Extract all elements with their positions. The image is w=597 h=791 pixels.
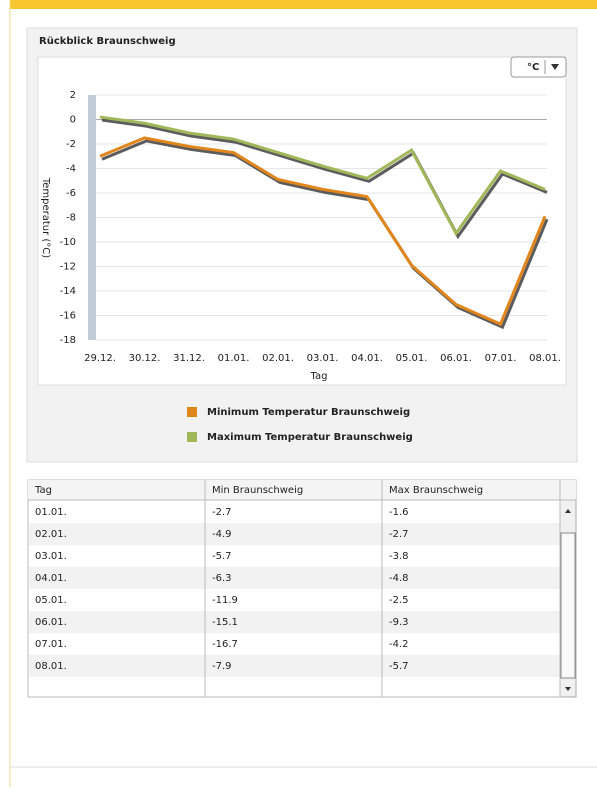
y-tick-label: -2 (66, 139, 76, 150)
table-cell: -4.9 (212, 529, 232, 540)
unit-dropdown[interactable] (510, 56, 567, 78)
table-cell: 06.01. (35, 617, 67, 628)
table-cell: -6.3 (212, 573, 232, 584)
y-tick-label: 2 (70, 90, 76, 101)
x-axis-label: Tag (310, 371, 328, 382)
row-stripe (29, 611, 560, 633)
table-cell: 03.01. (35, 551, 67, 562)
y-tick-label: 0 (70, 115, 76, 126)
dropdown-arrow (551, 64, 559, 70)
y-tick-label: -14 (60, 286, 76, 297)
y-tick-label: -10 (60, 237, 76, 248)
x-tick-label: 05.01. (396, 353, 428, 364)
table-cell: -4.8 (389, 573, 409, 584)
x-tick-label: 01.01. (218, 353, 250, 364)
scroll-thumb[interactable] (560, 532, 576, 679)
x-tick-label: 04.01. (351, 353, 383, 364)
y-tick-label: -6 (66, 188, 76, 199)
y-tick-label: -12 (60, 262, 76, 273)
table-cell: 05.01. (35, 595, 67, 606)
x-tick-label: 30.12. (129, 353, 161, 364)
x-tick-label: 06.01. (440, 353, 472, 364)
line-shadow (101, 118, 548, 240)
column-header: Tag (34, 485, 52, 496)
y-tick-label: -16 (60, 311, 76, 322)
y-tick-label: -4 (66, 164, 76, 175)
x-tick-label: 08.01. (529, 353, 561, 364)
table-cell: -3.8 (389, 551, 409, 562)
row-stripe (29, 567, 560, 589)
column-header: Min Braunschweig (212, 485, 303, 496)
series-line (99, 115, 546, 237)
table-cell: -11.9 (212, 595, 238, 606)
table-cell: -1.6 (389, 507, 409, 518)
table-cell: -15.1 (212, 617, 238, 628)
row-stripe (29, 523, 560, 545)
y-axis-label: Temperatur (°C) (40, 177, 51, 258)
legend-swatch (187, 407, 197, 417)
panel-title: Rückblick Braunschweig (39, 36, 176, 47)
row-stripe (29, 655, 560, 677)
table-cell: -16.7 (212, 639, 238, 650)
x-tick-label: 03.01. (307, 353, 339, 364)
y-axis-band (88, 95, 96, 340)
line-shadow (101, 139, 549, 330)
table-cell: -5.7 (389, 661, 409, 672)
chart-area (37, 56, 567, 386)
table-cell: 01.01. (35, 507, 67, 518)
column-header: Max Braunschweig (389, 485, 483, 496)
table-cell: -9.3 (389, 617, 409, 628)
table-cell: -2.7 (212, 507, 232, 518)
top-bar (10, 0, 597, 9)
table-cell: -4.2 (389, 639, 409, 650)
x-tick-label: 02.01. (262, 353, 294, 364)
table-cell: 02.01. (35, 529, 67, 540)
x-tick-label: 31.12. (173, 353, 205, 364)
table-cell: 04.01. (35, 573, 67, 584)
y-tick-label: -8 (66, 213, 76, 224)
table-header (28, 480, 576, 500)
table-cell: 08.01. (35, 661, 67, 672)
table-cell: -5.7 (212, 551, 232, 562)
x-tick-label: 29.12. (84, 353, 116, 364)
y-tick-label: -18 (60, 335, 76, 346)
table-cell: 07.01. (35, 639, 67, 650)
table-cell: -2.5 (389, 595, 409, 606)
legend-label: Minimum Temperatur Braunschweig (207, 407, 410, 418)
table-cell: -7.9 (212, 661, 232, 672)
x-tick-label: 07.01. (485, 353, 517, 364)
legend-swatch (187, 432, 197, 442)
legend-label: Maximum Temperatur Braunschweig (207, 432, 413, 443)
unit-label: °C (527, 62, 539, 73)
table-cell: -2.7 (389, 529, 409, 540)
series-line (99, 136, 547, 327)
